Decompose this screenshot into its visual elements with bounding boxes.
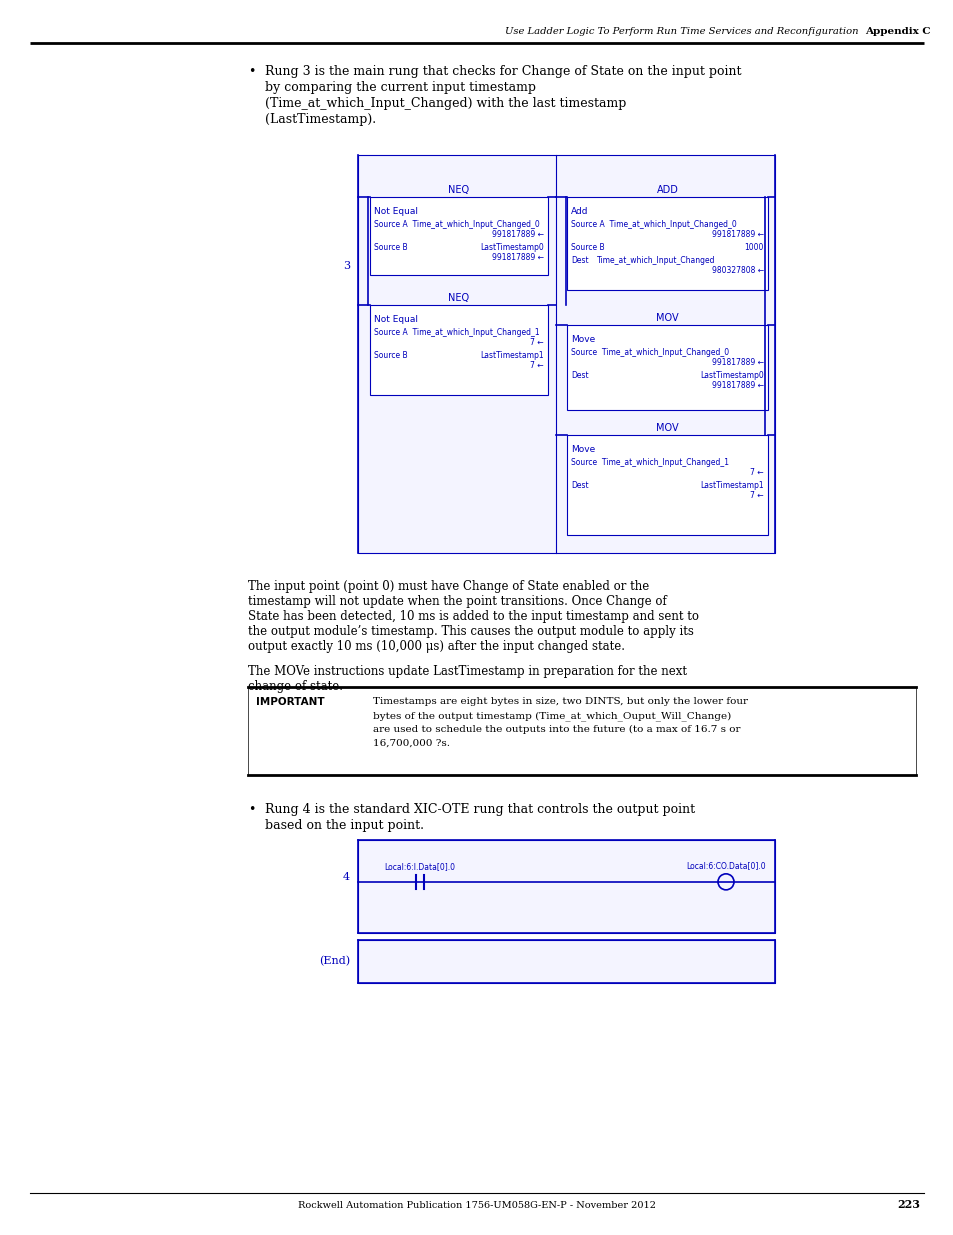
Text: 7 ←: 7 ←	[530, 338, 543, 347]
Text: Dest: Dest	[571, 370, 588, 380]
Text: 16,700,000 ?s.: 16,700,000 ?s.	[373, 739, 450, 748]
Text: IMPORTANT: IMPORTANT	[255, 697, 324, 706]
Text: 7 ←: 7 ←	[750, 468, 763, 477]
Bar	[566, 435, 767, 535]
Bar	[357, 840, 774, 932]
Text: (Time_at_which_Input_Changed) with the last timestamp: (Time_at_which_Input_Changed) with the l…	[265, 98, 626, 110]
Text: Source A  Time_at_which_Input_Changed_0: Source A Time_at_which_Input_Changed_0	[571, 220, 736, 228]
Text: LastTimestamp1: LastTimestamp1	[700, 480, 763, 490]
Text: Move: Move	[571, 445, 595, 454]
Text: •: •	[248, 65, 255, 78]
Text: 4: 4	[342, 872, 350, 882]
Text: Source  Time_at_which_Input_Changed_1: Source Time_at_which_Input_Changed_1	[571, 458, 728, 467]
Text: Source  Time_at_which_Input_Changed_0: Source Time_at_which_Input_Changed_0	[571, 348, 728, 357]
Text: Add: Add	[571, 207, 588, 216]
Bar	[370, 305, 547, 395]
Text: 980327808 ←: 980327808 ←	[711, 266, 763, 275]
Text: 7 ←: 7 ←	[530, 361, 543, 370]
Text: 7 ←: 7 ←	[750, 492, 763, 500]
Text: Source B: Source B	[571, 243, 604, 252]
Text: Timestamps are eight bytes in size, two DINTS, but only the lower four: Timestamps are eight bytes in size, two …	[373, 697, 747, 706]
Text: bytes of the output timestamp (Time_at_which_Ouput_Will_Change): bytes of the output timestamp (Time_at_w…	[373, 711, 731, 721]
Text: LastTimestamp0: LastTimestamp0	[700, 370, 763, 380]
Text: Not Equal: Not Equal	[374, 207, 417, 216]
Text: Appendix C: Appendix C	[864, 26, 929, 36]
Text: ADD: ADD	[656, 185, 678, 195]
Text: NEQ: NEQ	[448, 293, 469, 303]
Text: The input point (point 0) must have Change of State enabled or the: The input point (point 0) must have Chan…	[248, 580, 649, 593]
Text: Dest: Dest	[571, 480, 588, 490]
Bar	[370, 198, 547, 275]
Text: the output module’s timestamp. This causes the output module to apply its: the output module’s timestamp. This caus…	[248, 625, 693, 638]
Text: 1000: 1000	[744, 243, 763, 252]
Text: •: •	[248, 803, 255, 816]
Text: MOV: MOV	[656, 424, 679, 433]
Text: 3: 3	[342, 262, 350, 272]
Text: 991817889 ←: 991817889 ←	[711, 358, 763, 367]
Bar	[248, 687, 915, 776]
Text: (End): (End)	[318, 956, 350, 967]
Text: Rung 4 is the standard XIC-OTE rung that controls the output point: Rung 4 is the standard XIC-OTE rung that…	[265, 803, 695, 816]
Text: NEQ: NEQ	[448, 185, 469, 195]
Text: Source B: Source B	[374, 351, 407, 359]
Text: Source B: Source B	[374, 243, 407, 252]
Text: Local:6:CO.Data[0].0: Local:6:CO.Data[0].0	[685, 861, 765, 869]
Text: output exactly 10 ms (10,000 μs) after the input changed state.: output exactly 10 ms (10,000 μs) after t…	[248, 640, 624, 653]
Text: (LastTimestamp).: (LastTimestamp).	[265, 112, 375, 126]
Text: Source A  Time_at_which_Input_Changed_1: Source A Time_at_which_Input_Changed_1	[374, 329, 539, 337]
Bar	[566, 325, 767, 410]
Text: 991817889 ←: 991817889 ←	[492, 253, 543, 262]
Text: Time_at_which_Input_Changed: Time_at_which_Input_Changed	[597, 256, 715, 266]
Text: LastTimestamp1: LastTimestamp1	[480, 351, 543, 359]
Text: 223: 223	[896, 1199, 919, 1210]
Text: change of state.: change of state.	[248, 680, 343, 693]
Text: 991817889 ←: 991817889 ←	[711, 382, 763, 390]
Bar	[357, 940, 774, 983]
Text: based on the input point.: based on the input point.	[265, 819, 423, 832]
Text: Local:6:I.Data[0].0: Local:6:I.Data[0].0	[384, 862, 455, 871]
Text: Not Equal: Not Equal	[374, 315, 417, 324]
Text: The MOVe instructions update LastTimestamp in preparation for the next: The MOVe instructions update LastTimesta…	[248, 664, 686, 678]
Text: Rung 3 is the main rung that checks for Change of State on the input point: Rung 3 is the main rung that checks for …	[265, 65, 740, 78]
Bar	[357, 156, 774, 553]
Text: Rockwell Automation Publication 1756-UM058G-EN-P - November 2012: Rockwell Automation Publication 1756-UM0…	[297, 1200, 656, 1209]
Text: are used to schedule the outputs into the future (to a max of 16.7 s or: are used to schedule the outputs into th…	[373, 725, 740, 734]
Text: Source A  Time_at_which_Input_Changed_0: Source A Time_at_which_Input_Changed_0	[374, 220, 539, 228]
Text: 991817889 ←: 991817889 ←	[492, 230, 543, 240]
Text: MOV: MOV	[656, 312, 679, 324]
Text: Dest: Dest	[571, 256, 588, 266]
Text: Move: Move	[571, 335, 595, 345]
Text: timestamp will not update when the point transitions. Once Change of: timestamp will not update when the point…	[248, 595, 666, 608]
Text: by comparing the current input timestamp: by comparing the current input timestamp	[265, 82, 536, 94]
Text: 991817889 ←: 991817889 ←	[711, 230, 763, 240]
Bar	[566, 198, 767, 290]
Text: State has been detected, 10 ms is added to the input timestamp and sent to: State has been detected, 10 ms is added …	[248, 610, 699, 622]
Text: Use Ladder Logic To Perform Run Time Services and Reconfiguration: Use Ladder Logic To Perform Run Time Ser…	[504, 26, 858, 36]
Text: LastTimestamp0: LastTimestamp0	[479, 243, 543, 252]
